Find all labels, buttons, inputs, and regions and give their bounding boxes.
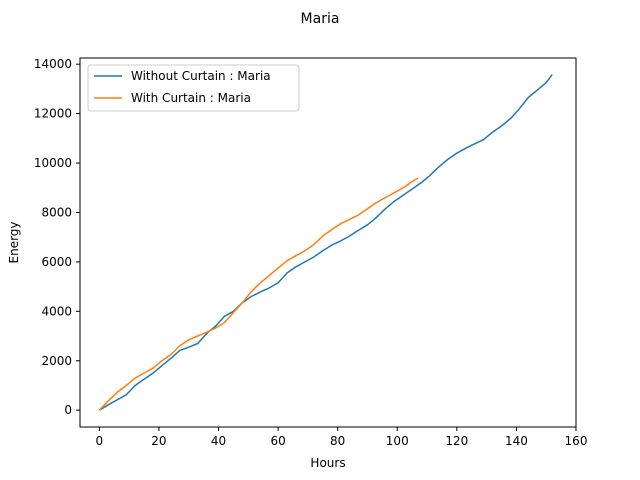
y-tick-label: 0 <box>64 403 72 417</box>
y-tick-label: 6000 <box>41 255 72 269</box>
y-axis: 0 2000 4000 6000 8000 10000 12000 14000 <box>34 57 80 417</box>
series-line-1 <box>99 74 553 411</box>
y-tick-label: 4000 <box>41 304 72 318</box>
y-tick-label: 10000 <box>34 156 72 170</box>
x-tick-label: 100 <box>386 434 409 448</box>
x-tick-label: 80 <box>330 434 345 448</box>
plot-frame <box>79 57 577 428</box>
legend: Without Curtain : Maria With Curtain : Ma… <box>87 64 300 112</box>
x-tick-label: 20 <box>151 434 166 448</box>
y-axis-label: Energy <box>7 221 21 263</box>
x-tick-label: 140 <box>505 434 528 448</box>
x-tick-label: 0 <box>96 434 104 448</box>
y-tick-label: 14000 <box>34 57 72 71</box>
x-axis-label: Hours <box>310 456 345 470</box>
legend-label-2: With Curtain : Maria <box>131 91 251 105</box>
x-tick-label: 40 <box>211 434 226 448</box>
y-tick-label: 12000 <box>34 107 72 121</box>
plot-area <box>98 74 553 411</box>
y-tick-label: 8000 <box>41 205 72 219</box>
legend-box <box>87 64 300 112</box>
series-line-2 <box>98 177 419 411</box>
x-axis: 0 20 40 60 80 100 120 140 160 <box>96 427 588 448</box>
y-tick-label: 2000 <box>41 354 72 368</box>
x-tick-label: 120 <box>445 434 468 448</box>
x-tick-label: 160 <box>565 434 588 448</box>
x-tick-label: 60 <box>270 434 285 448</box>
legend-label-1: Without Curtain : Maria <box>131 69 271 83</box>
chart-title: Maria <box>301 11 340 27</box>
